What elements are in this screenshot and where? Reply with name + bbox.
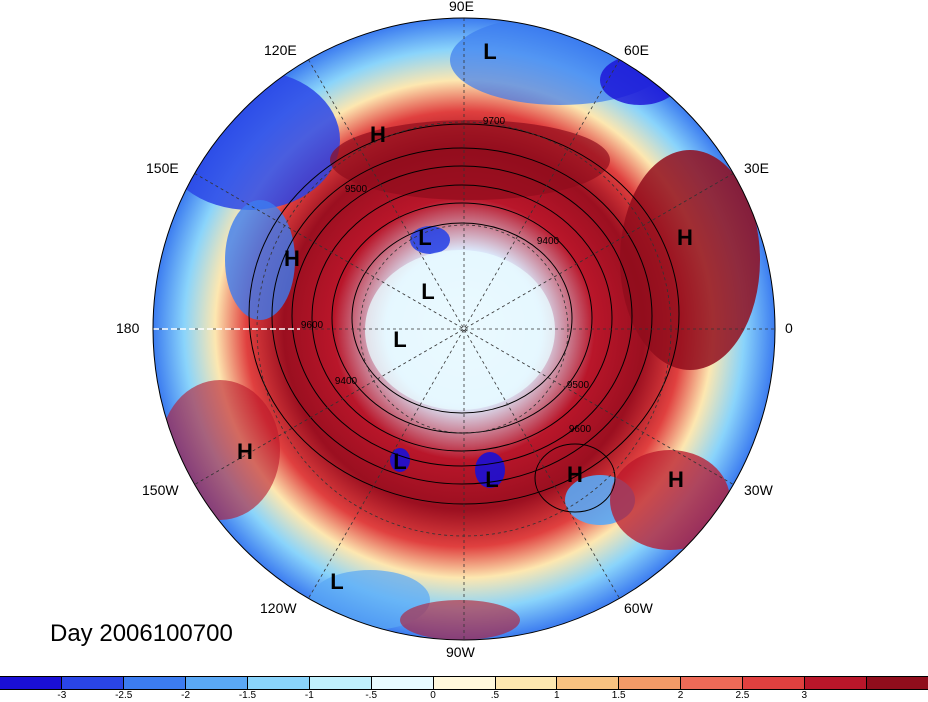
colorbar-tick-label: -3 [57,690,67,701]
colorbar-segment [866,677,928,689]
colorbar-segment [122,677,185,689]
colorbar-segment [618,677,681,689]
pressure-center-low: L [418,225,432,250]
colorbar-tick-label: -1.5 [238,690,257,701]
lon-label-90e: 90E [449,0,474,14]
lon-label-30w: 30W [744,482,773,498]
contour-label: 9400 [335,376,358,387]
lon-label-0: 0 [785,320,793,336]
colorbar-segment [556,677,619,689]
colorbar-segment [246,677,309,689]
plot-title: Day 2006100700 [50,620,233,647]
lon-label-180: 180 [116,320,140,336]
colorbar-tick-label: 0 [430,690,436,701]
colorbar-tick-label: 1 [554,690,560,701]
pressure-center-low: L [393,327,407,352]
lon-label-120w: 120W [260,600,297,616]
colorbar-segment [184,677,247,689]
colorbar-tick-label: .5 [490,690,500,701]
pressure-center-high: H [668,467,684,492]
contour-label: 9500 [567,380,590,391]
colorbar-tick-label: 3 [801,690,808,701]
colorbar-tick-label: 2.5 [735,690,750,701]
lon-label-120e: 120E [264,42,297,58]
colorbar-segment [308,677,371,689]
colorbar-segment [60,677,123,689]
colorbar-tick-label: -2.5 [115,690,133,701]
colorbar-tick-label: 1.5 [611,690,626,701]
pressure-center-low: L [421,279,435,304]
map-boundary [152,17,776,641]
pressure-center-low: L [483,39,497,64]
colorbar-segment [742,677,805,689]
pressure-center-low: L [330,569,344,594]
pressure-center-high: H [237,439,253,464]
pressure-center-low: L [393,449,407,474]
contour-label: 9400 [537,236,560,247]
colorbar-tick-labels: -3 -2.5 -2 -1.5 -1 -.5 0 .5 1 1.5 2 2.5 3 [0,690,928,702]
colorbar-segment [0,677,61,689]
colorbar-segment [804,677,867,689]
contour-label: 9700 [483,116,506,127]
pressure-center-low: L [485,467,499,492]
pressure-center-high: H [677,225,693,250]
contour-label: 9600 [301,320,324,331]
colorbar-tick-label: 2 [677,690,684,701]
pressure-center-high: H [284,246,300,271]
pressure-center-high: H [370,122,386,147]
geopotential-contours [248,123,680,513]
colorbar-segment [494,677,557,689]
colorbar-segment [370,677,433,689]
colorbar [0,676,928,690]
colorbar-segment [432,677,495,689]
lon-label-60e: 60E [624,42,649,58]
colorbar-segment [680,677,743,689]
colorbar-tick-label: -2 [181,690,191,701]
contour-label: 9600 [569,424,592,435]
lon-label-150e: 150E [146,160,179,176]
lon-label-30e: 30E [744,160,769,176]
colorbar-tick-label: -1 [304,690,314,701]
lon-label-60w: 60W [624,600,653,616]
pressure-center-high: H [567,462,583,487]
lon-label-150w: 150W [142,482,179,498]
lon-label-90w: 90W [446,644,475,660]
colorbar-tick-label: -.5 [365,690,378,701]
contour-labels: 9700 9500 9400 9600 9400 9500 9600 [301,116,592,435]
contour-label: 9500 [345,184,368,195]
